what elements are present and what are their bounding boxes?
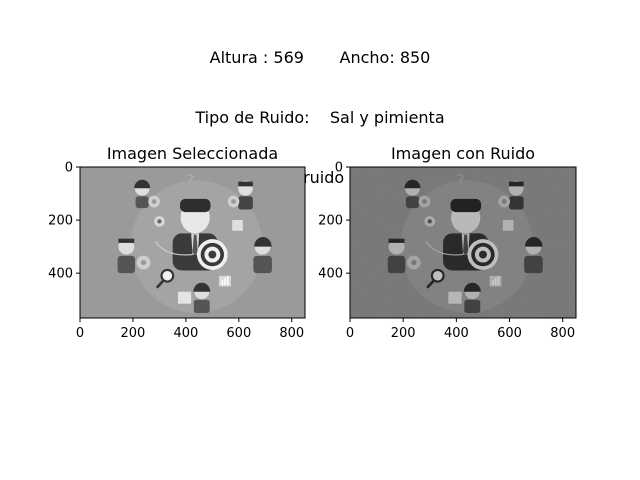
image-dimensions-text: Altura : 569 Ancho: 850 [209, 48, 431, 67]
axes-title-noisy: Imagen con Ruido [391, 144, 535, 163]
x-tick-label: 0 [76, 326, 84, 341]
x-tick-label: 200 [391, 326, 416, 341]
y-tick-label: 200 [318, 214, 343, 229]
x-tick-label: 0 [346, 326, 354, 341]
axes-frame-noisy [349, 166, 577, 319]
noisy-image [350, 167, 576, 318]
x-tick-label: 200 [121, 326, 146, 341]
axes-original: Imagen Seleccionada 0 200 400 600 800 0 200 40… [48, 144, 306, 341]
original-image [80, 167, 305, 318]
noise-type-text: Tipo de Ruido: Sal y pimienta [195, 108, 445, 127]
y-tick-label: 200 [48, 214, 73, 229]
x-tick-label: 400 [444, 326, 469, 341]
x-tick-label: 800 [279, 326, 304, 341]
x-tick-label: 600 [226, 326, 251, 341]
axes-title-original: Imagen Seleccionada [107, 144, 278, 163]
axes-noisy: Imagen con Ruido 0 200 400 600 800 0 200 400 [318, 144, 577, 341]
x-tick-label: 400 [173, 326, 198, 341]
axes-frame-original [79, 166, 306, 319]
y-tick-label: 400 [318, 267, 343, 282]
y-tick-label: 400 [48, 267, 73, 282]
y-tick-label: 0 [65, 161, 73, 176]
y-tick-label: 0 [335, 161, 343, 176]
x-tick-label: 600 [497, 326, 522, 341]
x-tick-label: 800 [550, 326, 575, 341]
